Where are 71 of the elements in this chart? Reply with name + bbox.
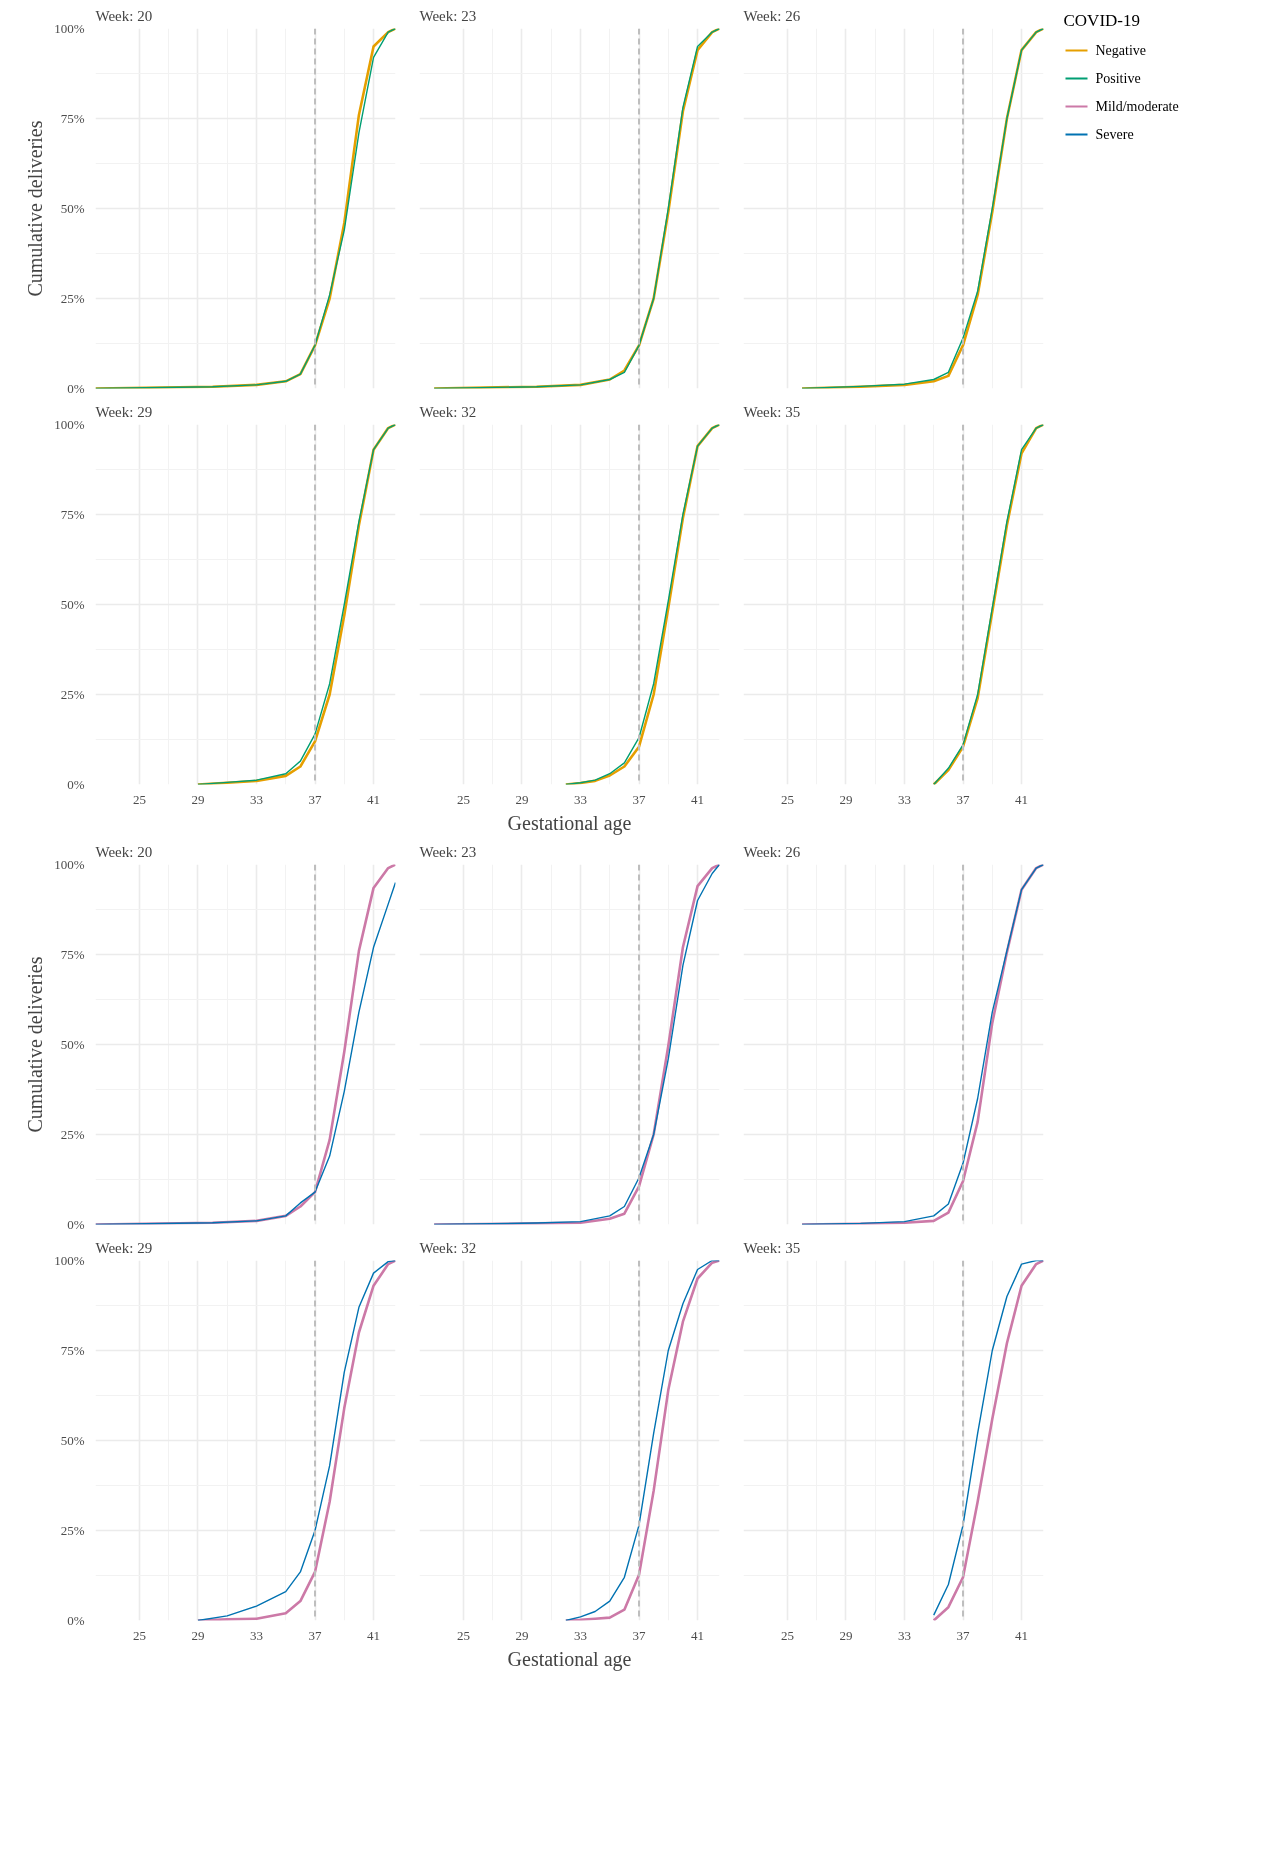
y-tick-label: 25% bbox=[60, 687, 85, 702]
x-tick-label: 25 bbox=[780, 791, 794, 807]
x-tick-label: 29 bbox=[515, 1627, 529, 1643]
x-tick-label: 37 bbox=[308, 1627, 323, 1643]
y-tick-label: 75% bbox=[60, 507, 85, 522]
x-tick-label: 41 bbox=[691, 1627, 705, 1643]
legend-title: COVID-19 bbox=[1063, 11, 1140, 30]
chart-title: Week: 32 bbox=[419, 403, 477, 420]
x-tick-label: 25 bbox=[456, 1627, 470, 1643]
x-tick-label: 33 bbox=[573, 791, 587, 807]
y-tick-label: 75% bbox=[60, 111, 85, 126]
y-tick-label: 0% bbox=[67, 1217, 85, 1232]
x-tick-label: 41 bbox=[691, 791, 705, 807]
chart-title: Week: 20 bbox=[95, 7, 153, 24]
y-tick-label: 100% bbox=[54, 21, 85, 36]
y-tick-label: 25% bbox=[60, 291, 85, 306]
x-tick-label: 37 bbox=[632, 1627, 647, 1643]
chart-title: Week: 35 bbox=[743, 1239, 801, 1256]
x-tick-label: 29 bbox=[515, 791, 529, 807]
y-axis-title: Cumulative deliveries bbox=[24, 120, 47, 297]
x-tick-label: 41 bbox=[1015, 791, 1029, 807]
x-tick-label: 29 bbox=[839, 791, 853, 807]
x-tick-label: 37 bbox=[956, 791, 971, 807]
x-tick-label: 37 bbox=[308, 791, 323, 807]
x-tick-label: 25 bbox=[780, 1627, 794, 1643]
chart-title: Week: 26 bbox=[743, 843, 801, 860]
y-tick-label: 0% bbox=[67, 381, 85, 396]
x-tick-label: 37 bbox=[632, 791, 647, 807]
y-tick-label: 50% bbox=[60, 1433, 85, 1448]
x-tick-label: 33 bbox=[897, 1627, 911, 1643]
y-axis-title: Cumulative deliveries bbox=[24, 956, 47, 1133]
x-tick-label: 41 bbox=[367, 791, 381, 807]
x-tick-label: 33 bbox=[249, 1627, 263, 1643]
chart-title: Week: 26 bbox=[743, 7, 801, 24]
x-axis-title: Gestational age bbox=[507, 1647, 632, 1671]
x-tick-label: 29 bbox=[839, 1627, 853, 1643]
x-tick-label: 25 bbox=[456, 791, 470, 807]
chart-title: Week: 20 bbox=[95, 843, 153, 860]
x-tick-label: 25 bbox=[132, 1627, 146, 1643]
chart-title: Week: 23 bbox=[419, 843, 477, 860]
y-tick-label: 50% bbox=[60, 1037, 85, 1052]
y-tick-label: 100% bbox=[54, 1253, 85, 1268]
x-tick-label: 33 bbox=[249, 791, 263, 807]
y-tick-label: 100% bbox=[54, 857, 85, 872]
y-tick-label: 50% bbox=[60, 597, 85, 612]
legend-label: Severe bbox=[1095, 127, 1134, 142]
y-tick-label: 0% bbox=[67, 777, 85, 792]
x-tick-label: 41 bbox=[367, 1627, 381, 1643]
x-tick-label: 29 bbox=[191, 791, 205, 807]
chart-title: Week: 32 bbox=[419, 1239, 477, 1256]
y-tick-label: 75% bbox=[60, 947, 85, 962]
legend-label: Positive bbox=[1095, 71, 1141, 86]
legend-label: Negative bbox=[1095, 43, 1147, 58]
chart-title: Week: 35 bbox=[743, 403, 801, 420]
x-tick-label: 25 bbox=[132, 791, 146, 807]
chart-title: Week: 29 bbox=[95, 1239, 153, 1256]
x-tick-label: 33 bbox=[897, 791, 911, 807]
y-tick-label: 0% bbox=[67, 1613, 85, 1628]
y-tick-label: 25% bbox=[60, 1127, 85, 1142]
y-tick-label: 25% bbox=[60, 1523, 85, 1538]
chart-title: Week: 29 bbox=[95, 403, 153, 420]
x-tick-label: 37 bbox=[956, 1627, 971, 1643]
y-tick-label: 50% bbox=[60, 201, 85, 216]
chart-title: Week: 23 bbox=[419, 7, 477, 24]
y-tick-label: 100% bbox=[54, 417, 85, 432]
y-tick-label: 75% bbox=[60, 1343, 85, 1358]
x-tick-label: 29 bbox=[191, 1627, 205, 1643]
legend-label: Mild/moderate bbox=[1095, 99, 1179, 114]
x-tick-label: 41 bbox=[1015, 1627, 1029, 1643]
x-axis-title: Gestational age bbox=[507, 811, 632, 835]
x-tick-label: 33 bbox=[573, 1627, 587, 1643]
